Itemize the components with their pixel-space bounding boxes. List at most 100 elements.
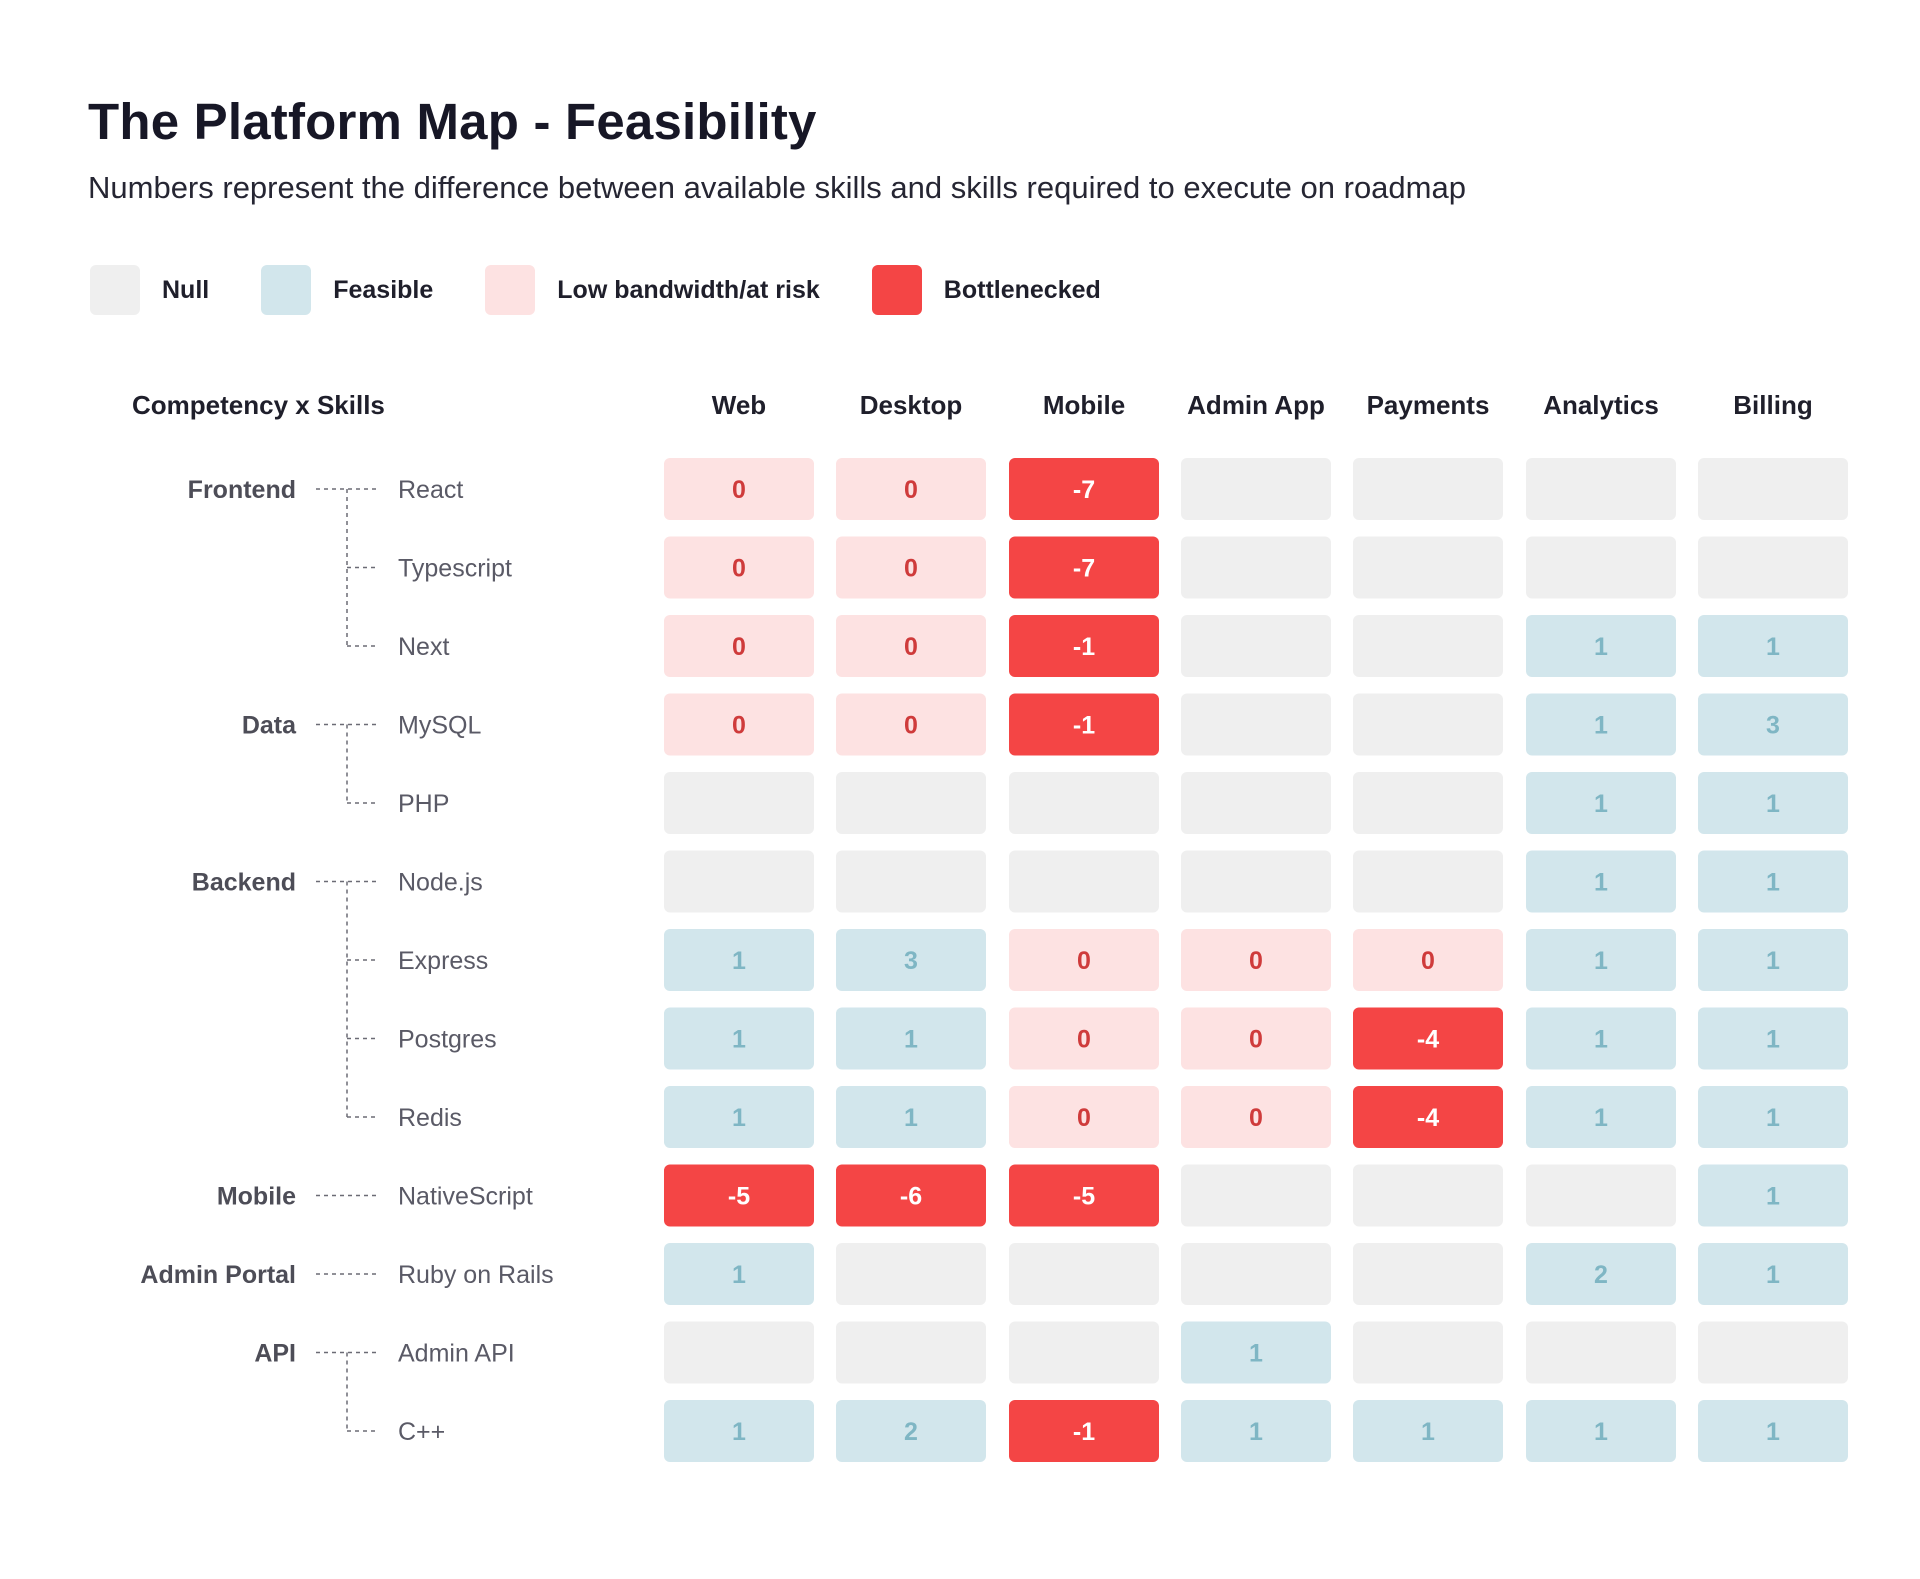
- legend-swatch-bottlenecked: [871, 265, 922, 315]
- cell-value: 1: [1766, 633, 1780, 661]
- cell-redis-payments: [1353, 1086, 1503, 1148]
- cell-php-payments: [1353, 772, 1503, 834]
- cell-value: 3: [904, 947, 918, 975]
- cell-redis-billing: [1698, 1086, 1848, 1148]
- cell-typescript-payments: [1353, 536, 1503, 599]
- cell-node-js-mobile: [1009, 850, 1159, 913]
- cell-node-js-payments: [1353, 850, 1503, 913]
- group-label-api: API: [254, 1340, 296, 1368]
- cell-postgres-analytics: [1526, 1007, 1676, 1070]
- legend-item-null: Null: [90, 265, 209, 315]
- cell-value: 1: [1594, 633, 1608, 661]
- cell-next-desktop: [836, 615, 986, 677]
- legend-item-bottlenecked: Bottlenecked: [871, 265, 1101, 315]
- cell-next-payments: [1353, 615, 1503, 677]
- cell-express-mobile: [1009, 929, 1159, 991]
- cell-php-analytics: [1526, 772, 1676, 834]
- skill-label-next: Next: [398, 633, 449, 661]
- cell-value: 0: [1077, 1104, 1091, 1132]
- cell-ruby-on-rails-desktop: [836, 1243, 986, 1305]
- cell-mysql-billing: [1698, 693, 1848, 756]
- cell-value: 1: [1249, 1340, 1263, 1368]
- cell-value: 1: [1594, 1418, 1608, 1446]
- cell-admin-api-mobile: [1009, 1321, 1159, 1384]
- legend-label-low-bandwidth: Low bandwidth/at risk: [557, 275, 820, 304]
- cell-value: 1: [1766, 1026, 1780, 1054]
- cell-react-web: [664, 458, 814, 520]
- cell-value: -7: [1073, 476, 1095, 504]
- cell-value: 0: [732, 633, 746, 661]
- cell-ruby-on-rails-payments: [1353, 1243, 1503, 1305]
- corner-label: Competency x Skills: [132, 390, 385, 420]
- cell-value: -4: [1417, 1026, 1439, 1054]
- legend-label-null: Null: [162, 275, 210, 304]
- cell-value: 0: [732, 476, 746, 504]
- cell-value: 1: [732, 947, 746, 975]
- cell-nativescript-web: [664, 1164, 814, 1227]
- cell-value: -1: [1073, 712, 1095, 740]
- column-header-web: Web: [712, 390, 766, 420]
- cell-value: -5: [728, 1183, 750, 1211]
- cell-c-mobile: [1009, 1400, 1159, 1462]
- skill-label-admin-api: Admin API: [398, 1340, 515, 1368]
- legend-label-feasible: Feasible: [333, 275, 434, 304]
- cell-postgres-payments: [1353, 1007, 1503, 1070]
- cell-value: 1: [732, 1418, 746, 1446]
- cell-php-web: [664, 772, 814, 834]
- cell-ruby-on-rails-billing: [1698, 1243, 1848, 1305]
- cell-c-billing: [1698, 1400, 1848, 1462]
- cell-typescript-analytics: [1526, 536, 1676, 599]
- cell-value: 1: [904, 1104, 918, 1132]
- cell-node-js-admin-app: [1181, 850, 1331, 913]
- cell-value: -6: [900, 1183, 922, 1211]
- cell-value: 1: [732, 1026, 746, 1054]
- column-header-analytics: Analytics: [1543, 390, 1659, 420]
- cell-value: -4: [1417, 1104, 1439, 1132]
- cell-redis-analytics: [1526, 1086, 1676, 1148]
- cell-react-mobile: [1009, 458, 1159, 520]
- legend-item-low-bandwidth: Low bandwidth/at risk: [485, 265, 820, 315]
- cell-value: 1: [1594, 947, 1608, 975]
- cell-next-web: [664, 615, 814, 677]
- cell-value: 0: [904, 633, 918, 661]
- skill-label-node-js: Node.js: [398, 869, 483, 897]
- column-header-billing: Billing: [1733, 390, 1812, 420]
- cell-admin-api-web: [664, 1321, 814, 1384]
- cell-express-desktop: [836, 929, 986, 991]
- skill-label-ruby-on-rails: Ruby on Rails: [398, 1261, 554, 1289]
- cell-express-payments: [1353, 929, 1503, 991]
- skill-label-mysql: MySQL: [398, 712, 481, 740]
- group-label-frontend: Frontend: [188, 476, 296, 504]
- cell-value: 0: [1421, 947, 1435, 975]
- cell-ruby-on-rails-admin-app: [1181, 1243, 1331, 1305]
- cell-value: 0: [1077, 1026, 1091, 1054]
- cell-value: 1: [732, 1261, 746, 1289]
- legend-swatch-low-bandwidth: [485, 265, 536, 315]
- page-title: The Platform Map - Feasibility: [88, 93, 817, 150]
- cell-c-payments: [1353, 1400, 1503, 1462]
- cell-ruby-on-rails-analytics: [1526, 1243, 1676, 1305]
- cell-value: -1: [1073, 1418, 1095, 1446]
- cell-value: 1: [1766, 1183, 1780, 1211]
- cell-redis-desktop: [836, 1086, 986, 1148]
- cell-value: 1: [732, 1104, 746, 1132]
- column-header-payments: Payments: [1367, 390, 1490, 420]
- cell-value: 0: [1249, 1104, 1263, 1132]
- cell-value: 0: [732, 712, 746, 740]
- cell-postgres-admin-app: [1181, 1007, 1331, 1070]
- column-header-mobile: Mobile: [1043, 390, 1125, 420]
- cell-admin-api-billing: [1698, 1321, 1848, 1384]
- cell-react-desktop: [836, 458, 986, 520]
- legend: Null Feasible Low bandwidth/at risk Bott…: [90, 264, 1153, 316]
- cell-nativescript-payments: [1353, 1164, 1503, 1227]
- cell-typescript-billing: [1698, 536, 1848, 599]
- skill-label-postgres: Postgres: [398, 1026, 497, 1054]
- skill-label-redis: Redis: [398, 1104, 462, 1132]
- cell-admin-api-payments: [1353, 1321, 1503, 1384]
- cell-express-admin-app: [1181, 929, 1331, 991]
- column-header-desktop: Desktop: [860, 390, 963, 420]
- cell-value: 0: [732, 555, 746, 583]
- cell-value: 1: [1766, 1418, 1780, 1446]
- cell-php-billing: [1698, 772, 1848, 834]
- cell-node-js-desktop: [836, 850, 986, 913]
